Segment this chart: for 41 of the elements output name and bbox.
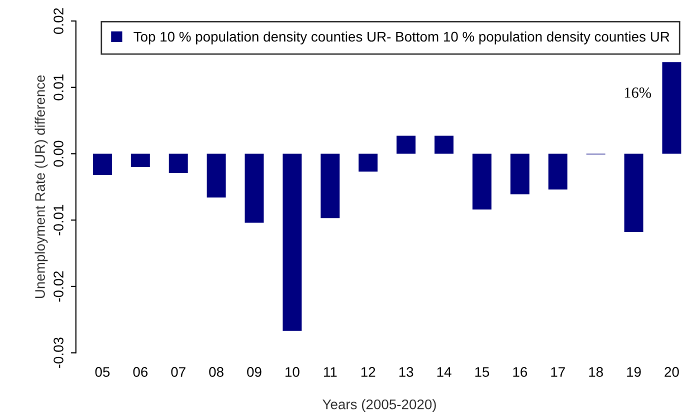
legend-label: Top 10 % population density counties UR- Bottom 10 % population density counties UR	[134, 31, 670, 44]
x-tick-label: 18	[589, 367, 603, 377]
x-tick-label: 06	[133, 367, 148, 377]
annotation: 16%	[624, 88, 652, 98]
y-tick-label: 0.02	[54, 8, 64, 34]
bar	[92, 154, 112, 175]
x-tick-label: 17	[551, 367, 565, 377]
x-tick-label: 20	[664, 367, 679, 377]
bar	[130, 154, 150, 167]
x-tick-label: 15	[475, 367, 490, 377]
y-axis-title: Unemployment Rate (UR) difference	[34, 75, 48, 298]
x-tick-label: 08	[209, 367, 224, 377]
x-tick-label: 05	[95, 367, 110, 377]
bar	[358, 154, 378, 172]
x-tick-label: 07	[171, 367, 186, 377]
bar	[662, 62, 682, 154]
bar	[282, 154, 302, 331]
bar	[320, 154, 340, 218]
bar	[168, 154, 188, 173]
y-tick-label: -0.01	[54, 204, 64, 236]
bar	[510, 154, 530, 194]
y-tick-label: 0.00	[54, 140, 64, 167]
x-tick-label: 09	[247, 367, 262, 377]
bar	[244, 154, 264, 223]
bar	[624, 154, 644, 232]
x-tick-label: 12	[361, 367, 376, 377]
bar	[472, 154, 492, 210]
x-axis-title: Years (2005-2020)	[322, 399, 436, 412]
bar	[548, 154, 568, 190]
x-tick-label: 11	[324, 367, 337, 377]
bar	[434, 136, 454, 154]
x-tick-label: 19	[627, 367, 641, 377]
x-tick-label: 16	[513, 367, 528, 377]
x-tick-label: 10	[286, 367, 300, 377]
y-tick-label: 0.01	[54, 74, 64, 100]
y-tick-label: -0.02	[54, 271, 64, 302]
bar	[206, 154, 226, 198]
x-tick-label: 13	[399, 367, 414, 377]
y-tick-label: -0.03	[54, 338, 64, 368]
x-tick-label: 14	[437, 367, 452, 377]
bar	[396, 136, 416, 154]
